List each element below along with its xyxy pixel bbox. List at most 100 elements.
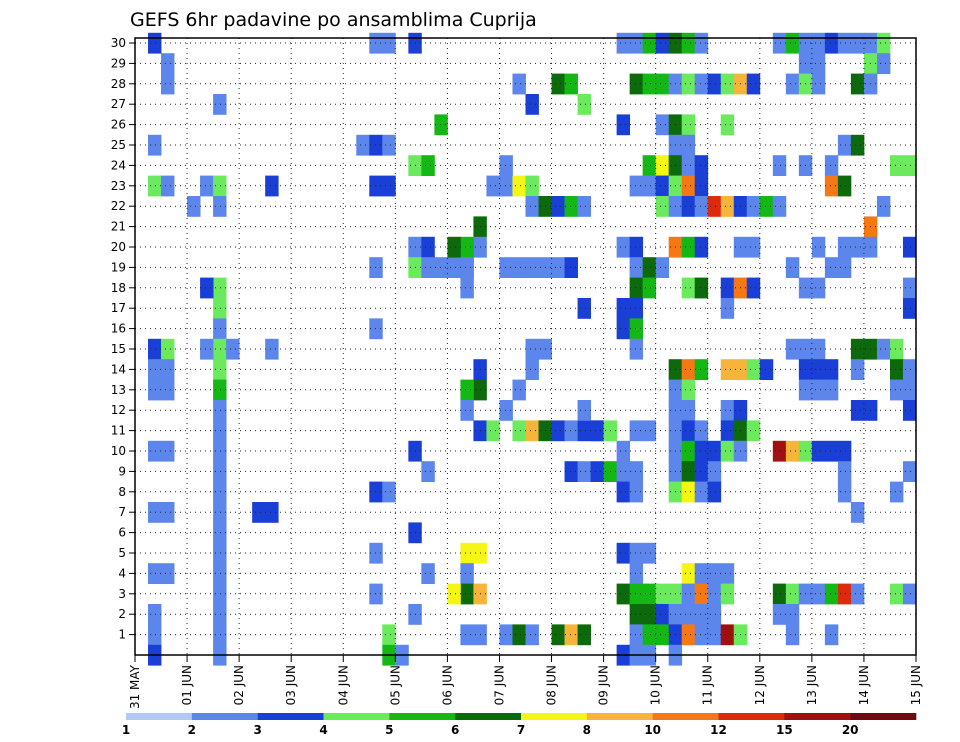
x-tick-label: 02 JUN	[232, 665, 246, 705]
heatmap-cell	[486, 175, 500, 197]
heatmap-cell	[265, 502, 279, 523]
heatmap-cell	[681, 196, 696, 217]
x-axis-ticks: 31 MAY 01 JUN 02 JUN 03 JUN 04 JUN 05 JUN 06 J…	[128, 655, 923, 709]
heatmap-cell	[564, 196, 578, 217]
heatmap-cell	[746, 236, 761, 258]
heatmap-cell	[759, 359, 774, 380]
y-tick-label: 2	[118, 607, 126, 621]
heatmap-cell	[213, 175, 227, 197]
heatmap-cell	[655, 624, 670, 646]
heatmap-cell	[616, 32, 631, 54]
heatmap-cell	[746, 196, 761, 217]
heatmap-cell	[161, 338, 175, 360]
heatmap-cell	[746, 420, 761, 442]
x-tick-label: 03 JUN	[284, 665, 298, 705]
x-tick-label: 05 JUN	[388, 665, 402, 705]
heatmap-cell	[837, 32, 852, 54]
heatmap-cell	[889, 583, 904, 605]
heatmap-cell	[161, 563, 175, 584]
heatmap-cell	[655, 32, 670, 54]
y-tick-label: 24	[111, 158, 126, 172]
heatmap-cell	[694, 563, 709, 584]
heatmap-cell	[629, 481, 644, 503]
heatmap-cell	[681, 134, 696, 156]
y-tick-label: 27	[111, 97, 126, 111]
heatmap-cell	[707, 563, 722, 584]
heatmap-cell	[564, 461, 578, 482]
x-tick-label: 12 JUN	[753, 665, 767, 705]
heatmap-cell	[213, 461, 227, 482]
heatmap-cell	[499, 400, 513, 421]
heatmap-cell	[811, 583, 826, 605]
heatmap-cell	[382, 624, 396, 646]
x-tick-label: 07 JUN	[492, 665, 506, 705]
heatmap-cell	[824, 175, 839, 197]
heatmap-cell	[694, 277, 709, 299]
heatmap-cell	[512, 420, 526, 442]
heatmap-cell	[213, 563, 227, 584]
heatmap-cell	[642, 32, 657, 54]
heatmap-cell	[551, 624, 565, 646]
heatmap-cell	[720, 563, 735, 584]
heatmap-cell	[655, 196, 670, 217]
heatmap-cell	[447, 257, 461, 278]
heatmap-cell	[811, 338, 826, 360]
heatmap-cell	[161, 379, 175, 401]
heatmap-cell	[551, 257, 565, 278]
heatmap-cell	[200, 175, 214, 197]
heatmap-cell	[382, 481, 396, 503]
heatmap-cell	[720, 359, 735, 380]
heatmap-cell	[681, 481, 696, 503]
heatmap-cell	[824, 155, 839, 176]
heatmap-cell	[629, 73, 644, 95]
heatmap-cell	[642, 420, 657, 442]
y-tick-label: 21	[111, 220, 126, 234]
heatmap-cell	[642, 175, 657, 197]
heatmap-cell	[616, 440, 631, 462]
heatmap-cell	[499, 624, 513, 646]
heatmap-cell	[369, 583, 383, 605]
heatmap-cell	[707, 624, 722, 646]
heatmap-cell	[785, 32, 800, 54]
heatmap-cell	[694, 32, 709, 54]
heatmap-cell	[681, 236, 696, 258]
heatmap-cell	[265, 175, 279, 197]
heatmap-cell	[720, 277, 735, 299]
heatmap-cell	[213, 318, 227, 340]
heatmap-cell	[512, 624, 526, 646]
heatmap-cell	[876, 196, 891, 217]
heatmap-cell	[590, 420, 604, 442]
y-tick-label: 8	[118, 485, 126, 499]
colorbar-label: 2	[188, 723, 196, 737]
colorbar-swatch	[784, 713, 851, 720]
heatmap-cell	[902, 277, 917, 299]
heatmap-cell	[499, 155, 513, 176]
heatmap-cell	[811, 277, 826, 299]
heatmap-cell	[499, 175, 513, 197]
heatmap-cell	[694, 583, 709, 605]
colorbar-label: 8	[583, 723, 591, 737]
colorbar-swatch	[850, 713, 917, 720]
heatmap-cell	[564, 257, 578, 278]
colorbar-swatch	[323, 713, 390, 720]
x-tick-label: 11 JUN	[701, 665, 715, 705]
y-tick-label: 19	[111, 260, 126, 274]
heatmap-cell	[577, 624, 591, 646]
heatmap-cell	[213, 481, 227, 503]
heatmap-cell	[785, 338, 800, 360]
colorbar-swatch	[521, 713, 588, 720]
heatmap-cell	[902, 400, 917, 421]
heatmap-cell	[421, 155, 435, 176]
heatmap-cell	[876, 53, 891, 74]
heatmap-cell	[525, 624, 539, 646]
heatmap-cell	[512, 175, 526, 197]
heatmap-cell	[629, 175, 644, 197]
heatmap-cell	[148, 134, 162, 156]
heatmap-cell	[213, 604, 227, 625]
heatmap-cell	[213, 542, 227, 564]
heatmap-cell	[460, 624, 474, 646]
heatmap-cell	[850, 236, 865, 258]
y-tick-label: 28	[111, 77, 126, 91]
heatmap-cell	[148, 563, 162, 584]
